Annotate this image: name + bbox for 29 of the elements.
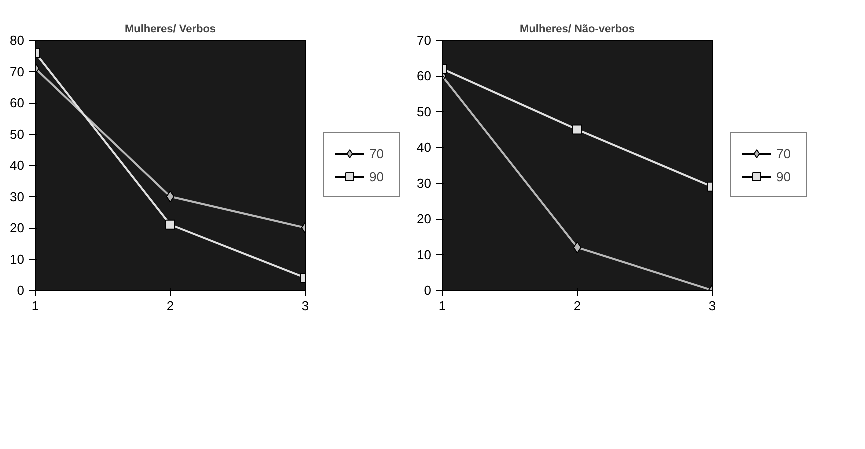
chart-title: Mulheres/ Verbos [124, 24, 216, 36]
legend-label: 70 [776, 146, 792, 161]
y-tick-label: 0 [424, 283, 432, 298]
y-tick-label: 80 [10, 33, 25, 48]
y-tick-label: 40 [10, 158, 25, 173]
legend-label: 70 [370, 146, 385, 161]
y-tick-label: 10 [10, 252, 25, 267]
x-tick-label: 3 [708, 298, 716, 314]
x-tick-label: 2 [574, 298, 582, 314]
y-tick-label: 60 [417, 68, 432, 84]
x-tick-label: 1 [32, 298, 40, 314]
x-tick-label: 1 [438, 298, 446, 314]
y-tick-label: 10 [417, 247, 432, 262]
y-tick-label: 30 [417, 176, 432, 191]
y-tick-label: 40 [417, 140, 432, 156]
chart-title: Mulheres/ Não-verbos [520, 24, 635, 36]
y-tick-label: 20 [417, 212, 432, 227]
y-tick-label: 70 [417, 33, 432, 48]
y-tick-label: 20 [10, 220, 25, 236]
y-tick-label: 60 [10, 96, 25, 110]
legend-label: 90 [776, 169, 792, 184]
y-tick-label: 50 [10, 126, 25, 142]
x-tick-label: 3 [302, 298, 310, 314]
y-tick-label: 30 [10, 189, 25, 204]
x-tick-label: 2 [166, 298, 174, 314]
y-tick-label: 70 [10, 64, 25, 80]
legend-label: 90 [370, 169, 385, 184]
y-tick-label: 0 [17, 283, 25, 298]
y-tick-label: 50 [417, 104, 432, 120]
